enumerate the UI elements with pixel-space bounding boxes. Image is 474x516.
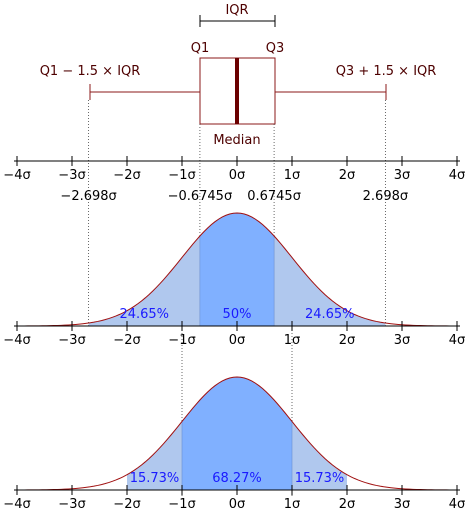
axis-tick-label: 2σ [339, 497, 356, 512]
axis-tick-label: 2σ [339, 168, 356, 183]
region-percent-label: 50% [223, 307, 252, 322]
region-percent-label: 15.73% [295, 471, 345, 486]
reference-value-label: −2.698σ [60, 189, 116, 204]
axis-tick-label: 0σ [229, 333, 246, 348]
axis-tick-label: −1σ [168, 333, 195, 348]
region-percent-label: 24.65% [305, 307, 355, 322]
axis-tick-label: 4σ [449, 168, 466, 183]
axis-tick-label: 1σ [284, 333, 301, 348]
reference-value-labels: −2.698σ −0.6745σ 0.6745σ 2.698σ [60, 189, 408, 204]
axis-tick-label: 4σ [449, 497, 466, 512]
axis-tick-label: −1σ [168, 497, 195, 512]
reference-value-label: 2.698σ [363, 189, 408, 204]
axis-tick-label: −2σ [113, 333, 140, 348]
axis-tick-label: −3σ [58, 168, 85, 183]
density-sigma: 15.73% 68.27% 15.73% [16, 376, 458, 491]
q1-label: Q1 [191, 41, 210, 56]
q3-label: Q3 [266, 41, 285, 56]
axis-tick-label: −4σ [3, 168, 30, 183]
median-label: Median [213, 133, 260, 148]
axis-tick-label: −4σ [3, 497, 30, 512]
axis-tick-label: −2σ [113, 497, 140, 512]
axis-tick-label: −1σ [168, 168, 195, 183]
density-iqr: 24.65% 50% 24.65% [16, 212, 458, 327]
axis-tick-label: 0σ [229, 497, 246, 512]
axis-tick-label: 3σ [394, 333, 411, 348]
axis-tick-label: 1σ [284, 168, 301, 183]
axis-tick-label: −2σ [113, 168, 140, 183]
axis-tick-label: −3σ [58, 497, 85, 512]
axis-tick-label: 2σ [339, 333, 356, 348]
axis-tick-label: −3σ [58, 333, 85, 348]
axis-tick-label: −4σ [3, 333, 30, 348]
axis-tick-label: 3σ [394, 168, 411, 183]
region-percent-label: 24.65% [119, 307, 169, 322]
axis-tick-label: 0σ [229, 168, 246, 183]
region-percent-label: 68.27% [212, 471, 262, 486]
axis-tick-label: 1σ [284, 497, 301, 512]
iqr-label: IQR [225, 3, 248, 18]
sigma-axis-middle: −4σ −3σ −2σ −1σ 0σ 1σ 2σ 3σ 4σ [3, 321, 465, 348]
upper-whisker-label: Q3 + 1.5 × IQR [336, 64, 437, 79]
sigma-axis-bottom: −4σ −3σ −2σ −1σ 0σ 1σ 2σ 3σ 4σ [3, 485, 465, 512]
density-curve [16, 376, 458, 491]
density-central-fill [199, 213, 275, 326]
reference-value-label: 0.6745σ [247, 189, 301, 204]
density-curve [16, 212, 458, 327]
density-central-fill [182, 377, 292, 490]
region-percent-label: 15.73% [130, 471, 180, 486]
lower-whisker-label: Q1 − 1.5 × IQR [40, 64, 141, 79]
sigma-axis-top: −4σ −3σ −2σ −1σ 0σ 1σ 2σ 3σ 4σ [3, 156, 465, 183]
axis-tick-label: 4σ [449, 333, 466, 348]
reference-value-label: −0.6745σ [168, 189, 233, 204]
axis-tick-label: 3σ [394, 497, 411, 512]
boxplot: IQR Q1 Q3 Q1 − 1.5 × IQR Q3 + 1.5 × IQR … [40, 3, 437, 148]
